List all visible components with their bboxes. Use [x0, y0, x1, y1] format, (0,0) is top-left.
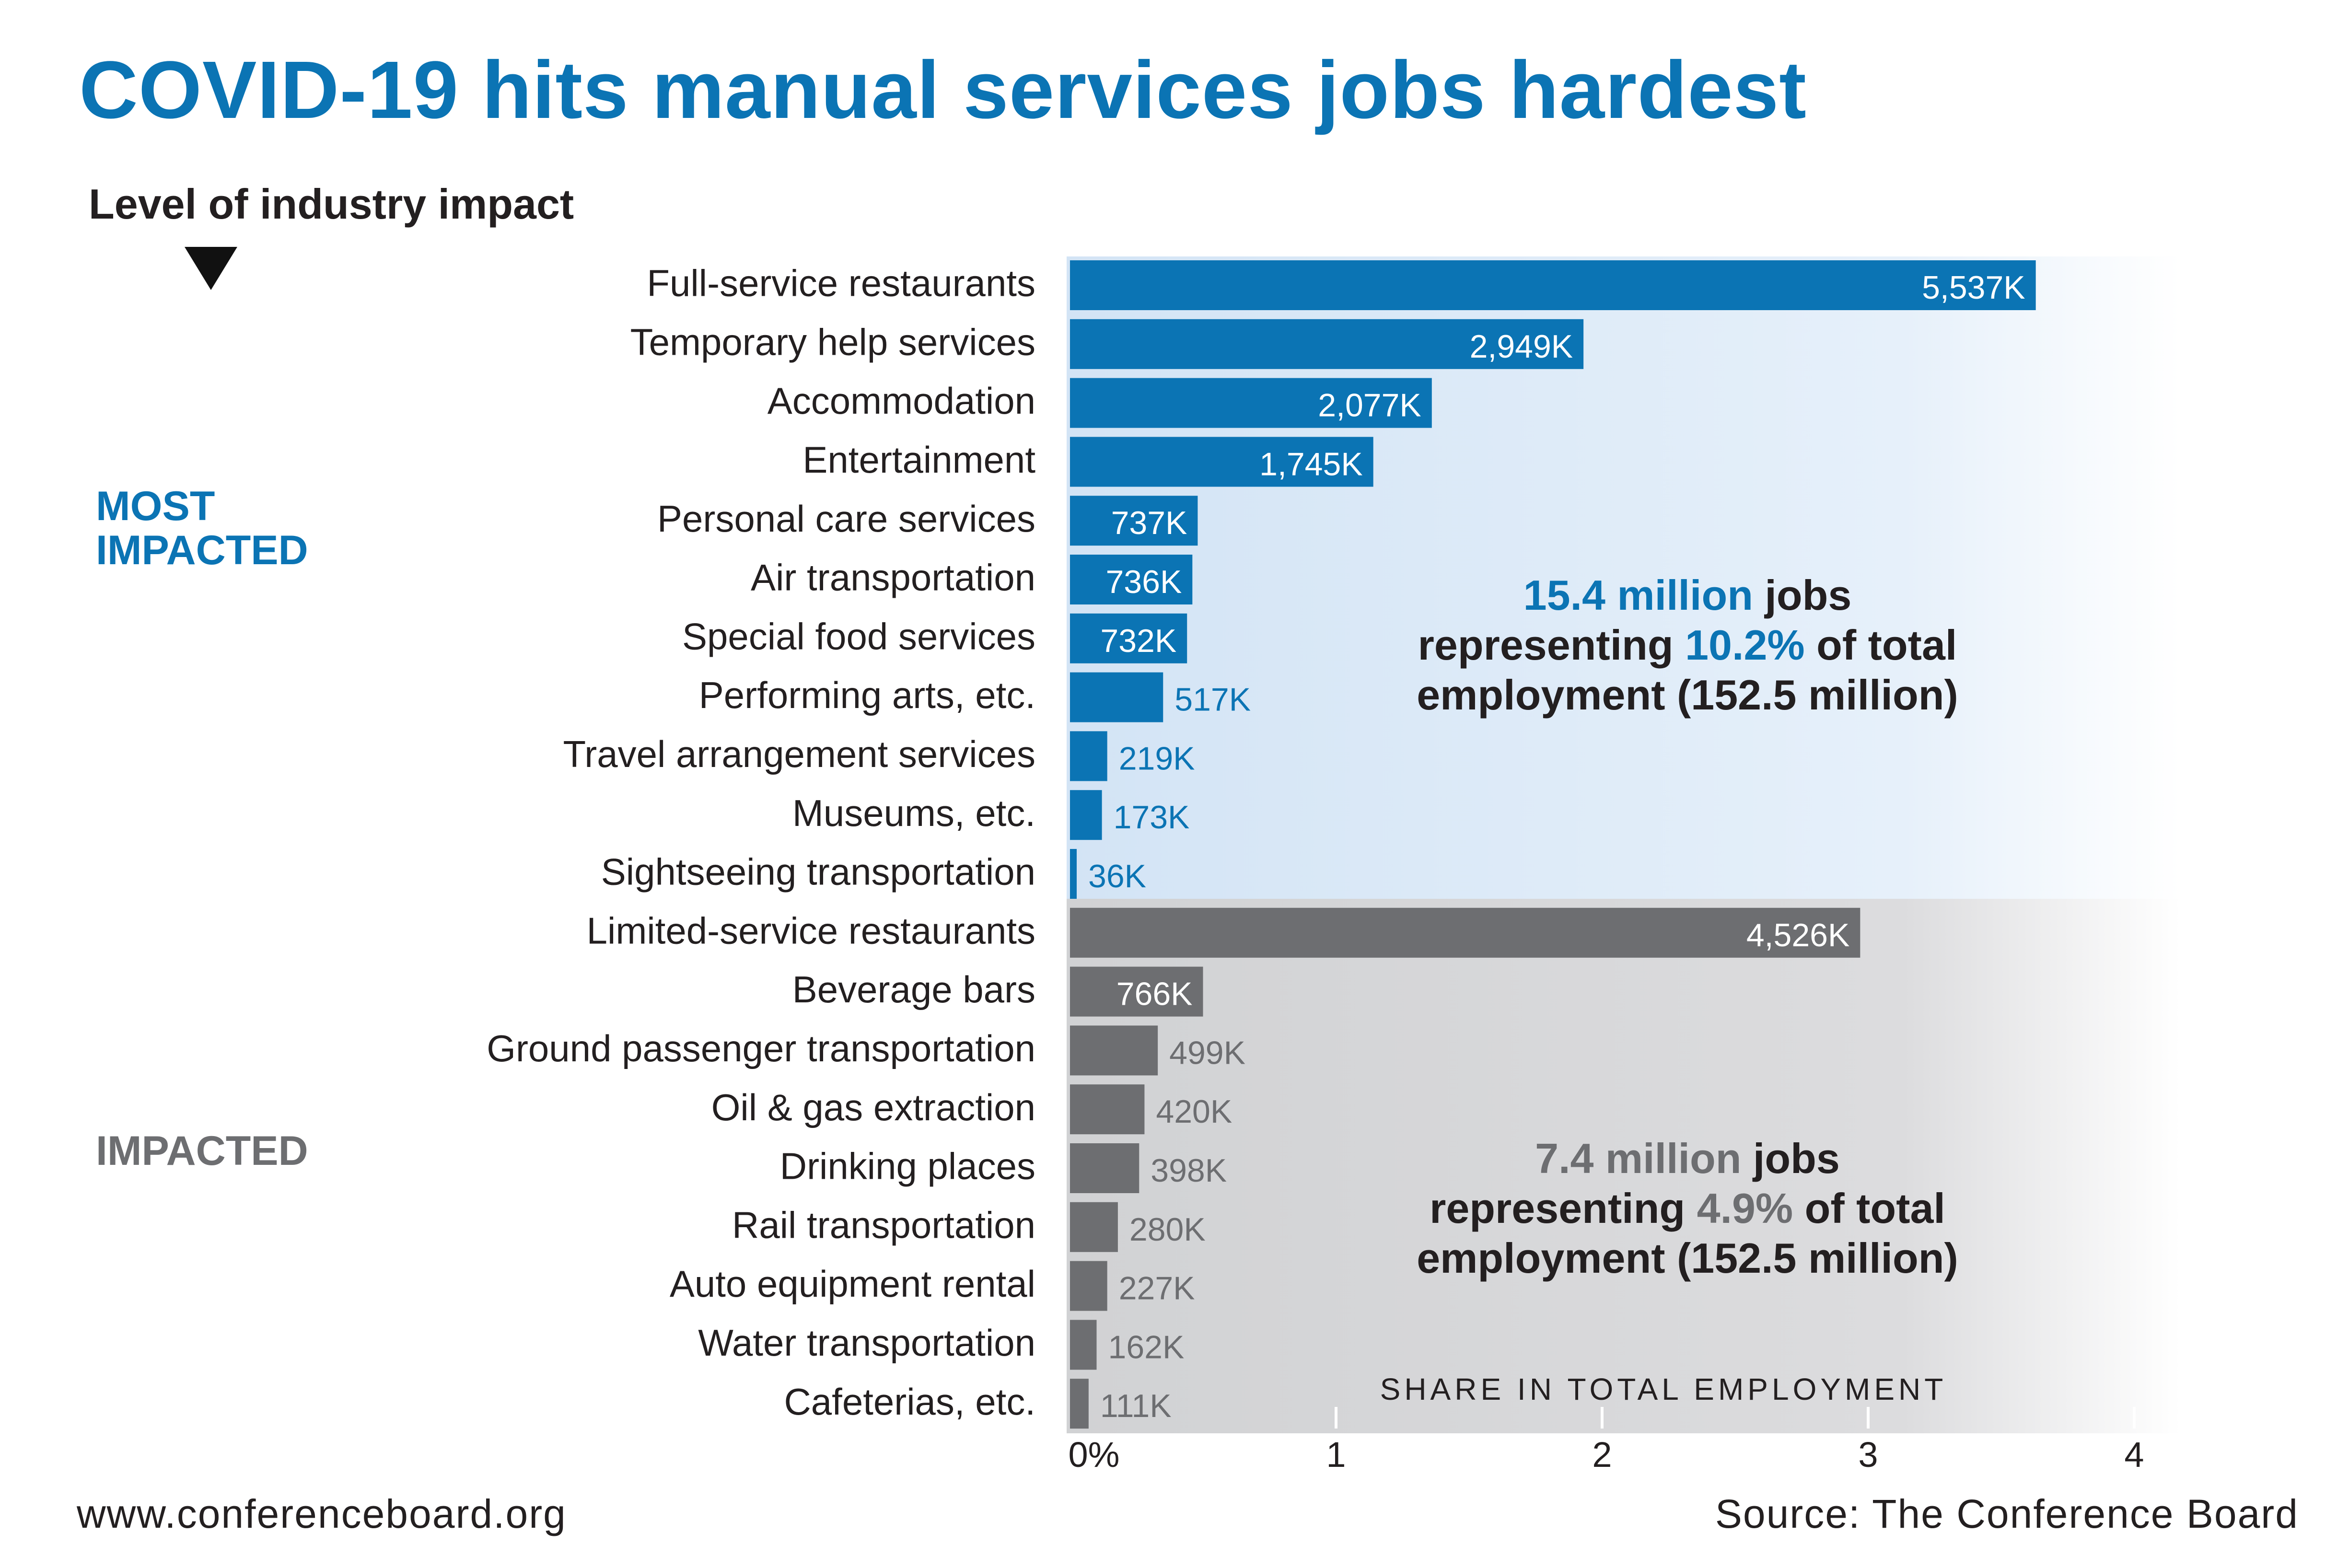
bar	[1070, 613, 1187, 663]
value-label: 517K	[1174, 682, 1251, 718]
category-label: Entertainment	[802, 439, 1035, 481]
most-impacted-label-line1: MOST	[96, 483, 215, 529]
most-summary-of: of total	[1804, 621, 1957, 669]
value-label: 4,526K	[1746, 917, 1850, 953]
category-label: Limited-service restaurants	[587, 909, 1035, 952]
impacted-background	[1067, 899, 2181, 1433]
category-label: Full-service restaurants	[647, 262, 1035, 304]
category-label: Ground passenger transportation	[487, 1027, 1035, 1069]
value-label: 398K	[1151, 1152, 1227, 1189]
value-label: 420K	[1156, 1093, 1232, 1130]
bar	[1070, 496, 1198, 546]
most-summary-pct: 10.2%	[1685, 621, 1805, 669]
value-label: 732K	[1100, 623, 1176, 659]
most-summary-rep: representing	[1418, 621, 1686, 669]
bar	[1070, 319, 1584, 369]
value-label: 5,537K	[1922, 269, 2025, 306]
value-label: 2,077K	[1318, 387, 1421, 424]
footer-website: www.conferenceboard.org	[77, 1491, 567, 1536]
level-of-impact-label: Level of industry impact	[89, 180, 574, 228]
value-label: 219K	[1119, 740, 1195, 777]
category-label: Museums, etc.	[792, 792, 1035, 834]
value-label: 280K	[1129, 1211, 1206, 1248]
category-label: Beverage bars	[792, 968, 1035, 1010]
bar	[1070, 1025, 1158, 1076]
category-label: Oil & gas extraction	[711, 1086, 1035, 1128]
value-label: 499K	[1169, 1034, 1245, 1071]
category-label: Travel arrangement services	[563, 733, 1035, 775]
impacted-summary-line3: employment (152.5 million)	[1417, 1234, 1958, 1282]
category-label: Auto equipment rental	[670, 1263, 1035, 1305]
x-axis-label: SHARE IN TOTAL EMPLOYMENT	[1380, 1372, 1947, 1406]
bar	[1070, 260, 2036, 310]
bar	[1070, 1320, 1097, 1370]
most-summary-line3: employment (152.5 million)	[1417, 671, 1958, 719]
impacted-summary-value: 7.4 million	[1535, 1135, 1742, 1182]
category-label: Air transportation	[751, 557, 1035, 599]
category-label: Sightseeing transportation	[601, 851, 1035, 893]
value-label: 766K	[1116, 976, 1193, 1012]
x-tick-label: 4	[2124, 1435, 2144, 1475]
bar	[1070, 849, 1077, 899]
category-label: Accommodation	[767, 380, 1035, 422]
bar	[1070, 966, 1203, 1017]
x-tick-label: 0%	[1069, 1435, 1120, 1475]
most-impacted-summary: 15.4 million jobs representing 10.2% of …	[1352, 570, 2023, 720]
impacted-summary-jobs: jobs	[1741, 1135, 1840, 1182]
value-label: 2,949K	[1470, 328, 1573, 365]
bar	[1070, 731, 1107, 781]
category-label: Rail transportation	[732, 1204, 1035, 1246]
category-label: Cafeterias, etc.	[784, 1381, 1035, 1423]
category-label: Drinking places	[780, 1145, 1035, 1187]
impacted-summary-rep: representing	[1430, 1185, 1697, 1232]
category-label: Temporary help services	[630, 321, 1035, 363]
down-triangle-icon	[185, 247, 237, 290]
category-label: Personal care services	[657, 498, 1035, 540]
x-tick-label: 2	[1592, 1435, 1612, 1475]
category-label: Special food services	[682, 615, 1035, 657]
most-summary-value: 15.4 million	[1523, 571, 1753, 619]
value-label: 162K	[1108, 1329, 1185, 1365]
x-tick-label: 3	[1858, 1435, 1878, 1475]
bar	[1070, 672, 1163, 722]
value-label: 173K	[1114, 799, 1190, 836]
bar	[1070, 1084, 1145, 1135]
value-label: 227K	[1119, 1270, 1195, 1307]
bar	[1070, 907, 1860, 958]
value-label: 736K	[1105, 564, 1182, 600]
bar	[1070, 437, 1373, 487]
impacted-summary-of: of total	[1793, 1185, 1945, 1232]
bar	[1070, 1379, 1089, 1429]
category-label: Water transportation	[698, 1322, 1035, 1364]
impacted-summary-pct: 4.9%	[1697, 1185, 1793, 1232]
chart-title: COVID-19 hits manual services jobs harde…	[79, 45, 1807, 136]
impacted-summary: 7.4 million jobs representing 4.9% of to…	[1352, 1134, 2023, 1283]
footer-source: Source: The Conference Board	[1715, 1491, 2299, 1536]
bar	[1070, 1261, 1107, 1311]
impacted-label: IMPACTED	[96, 1128, 308, 1174]
value-label: 111K	[1100, 1388, 1172, 1424]
bar	[1070, 1143, 1139, 1193]
bar	[1070, 555, 1193, 604]
bar	[1070, 1202, 1118, 1252]
value-label: 737K	[1111, 505, 1187, 541]
value-label: 36K	[1088, 858, 1146, 894]
most-impacted-label: MOST IMPACTED	[96, 484, 308, 572]
most-impacted-label-line2: IMPACTED	[96, 527, 308, 573]
x-tick-label: 1	[1326, 1435, 1346, 1475]
most-summary-jobs: jobs	[1753, 571, 1852, 619]
value-label: 1,745K	[1259, 446, 1363, 482]
bar	[1070, 790, 1102, 840]
category-label: Performing arts, etc.	[699, 674, 1035, 716]
bar	[1070, 378, 1432, 428]
